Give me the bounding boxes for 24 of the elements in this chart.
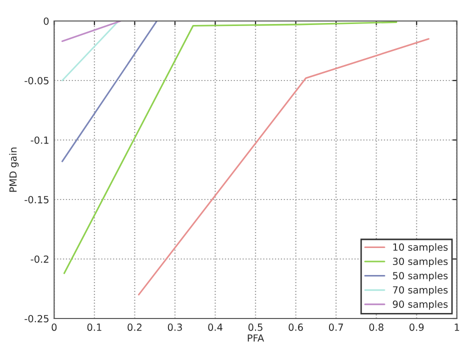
y-tick-label: -0.05 bbox=[24, 76, 48, 84]
x-tick-label: 0.8 bbox=[369, 324, 384, 331]
legend-label: 90 samples bbox=[392, 300, 448, 310]
y-tick-label: -0.1 bbox=[30, 136, 48, 144]
x-tick-label: 0.9 bbox=[410, 324, 424, 331]
y-tick-label: -0.25 bbox=[24, 314, 48, 322]
x-axis-title: PFA bbox=[248, 334, 264, 342]
y-axis-title: PMD gain bbox=[9, 148, 19, 192]
x-tick-label: 0.7 bbox=[328, 324, 343, 331]
legend-label: 70 samples bbox=[393, 286, 448, 296]
y-tick-label: -0.2 bbox=[30, 255, 48, 263]
legend-label: 30 samples bbox=[392, 258, 448, 267]
x-tick-label: 1 bbox=[454, 324, 460, 331]
x-tick-label: 0.5 bbox=[248, 324, 262, 331]
legend-label: 50 samples bbox=[392, 272, 448, 282]
legend-label: 10 samples bbox=[393, 243, 448, 253]
x-tick-label: 0.1 bbox=[87, 324, 102, 331]
x-tick-label: 0 bbox=[52, 324, 57, 331]
y-tick-label: -0.15 bbox=[24, 196, 48, 204]
y-tick-label: 0 bbox=[44, 17, 49, 25]
x-tick-label: 0.6 bbox=[288, 324, 303, 331]
x-tick-label: 0.3 bbox=[168, 324, 182, 331]
x-tick-label: 0.2 bbox=[128, 324, 142, 331]
x-tick-label: 0.4 bbox=[208, 324, 222, 331]
